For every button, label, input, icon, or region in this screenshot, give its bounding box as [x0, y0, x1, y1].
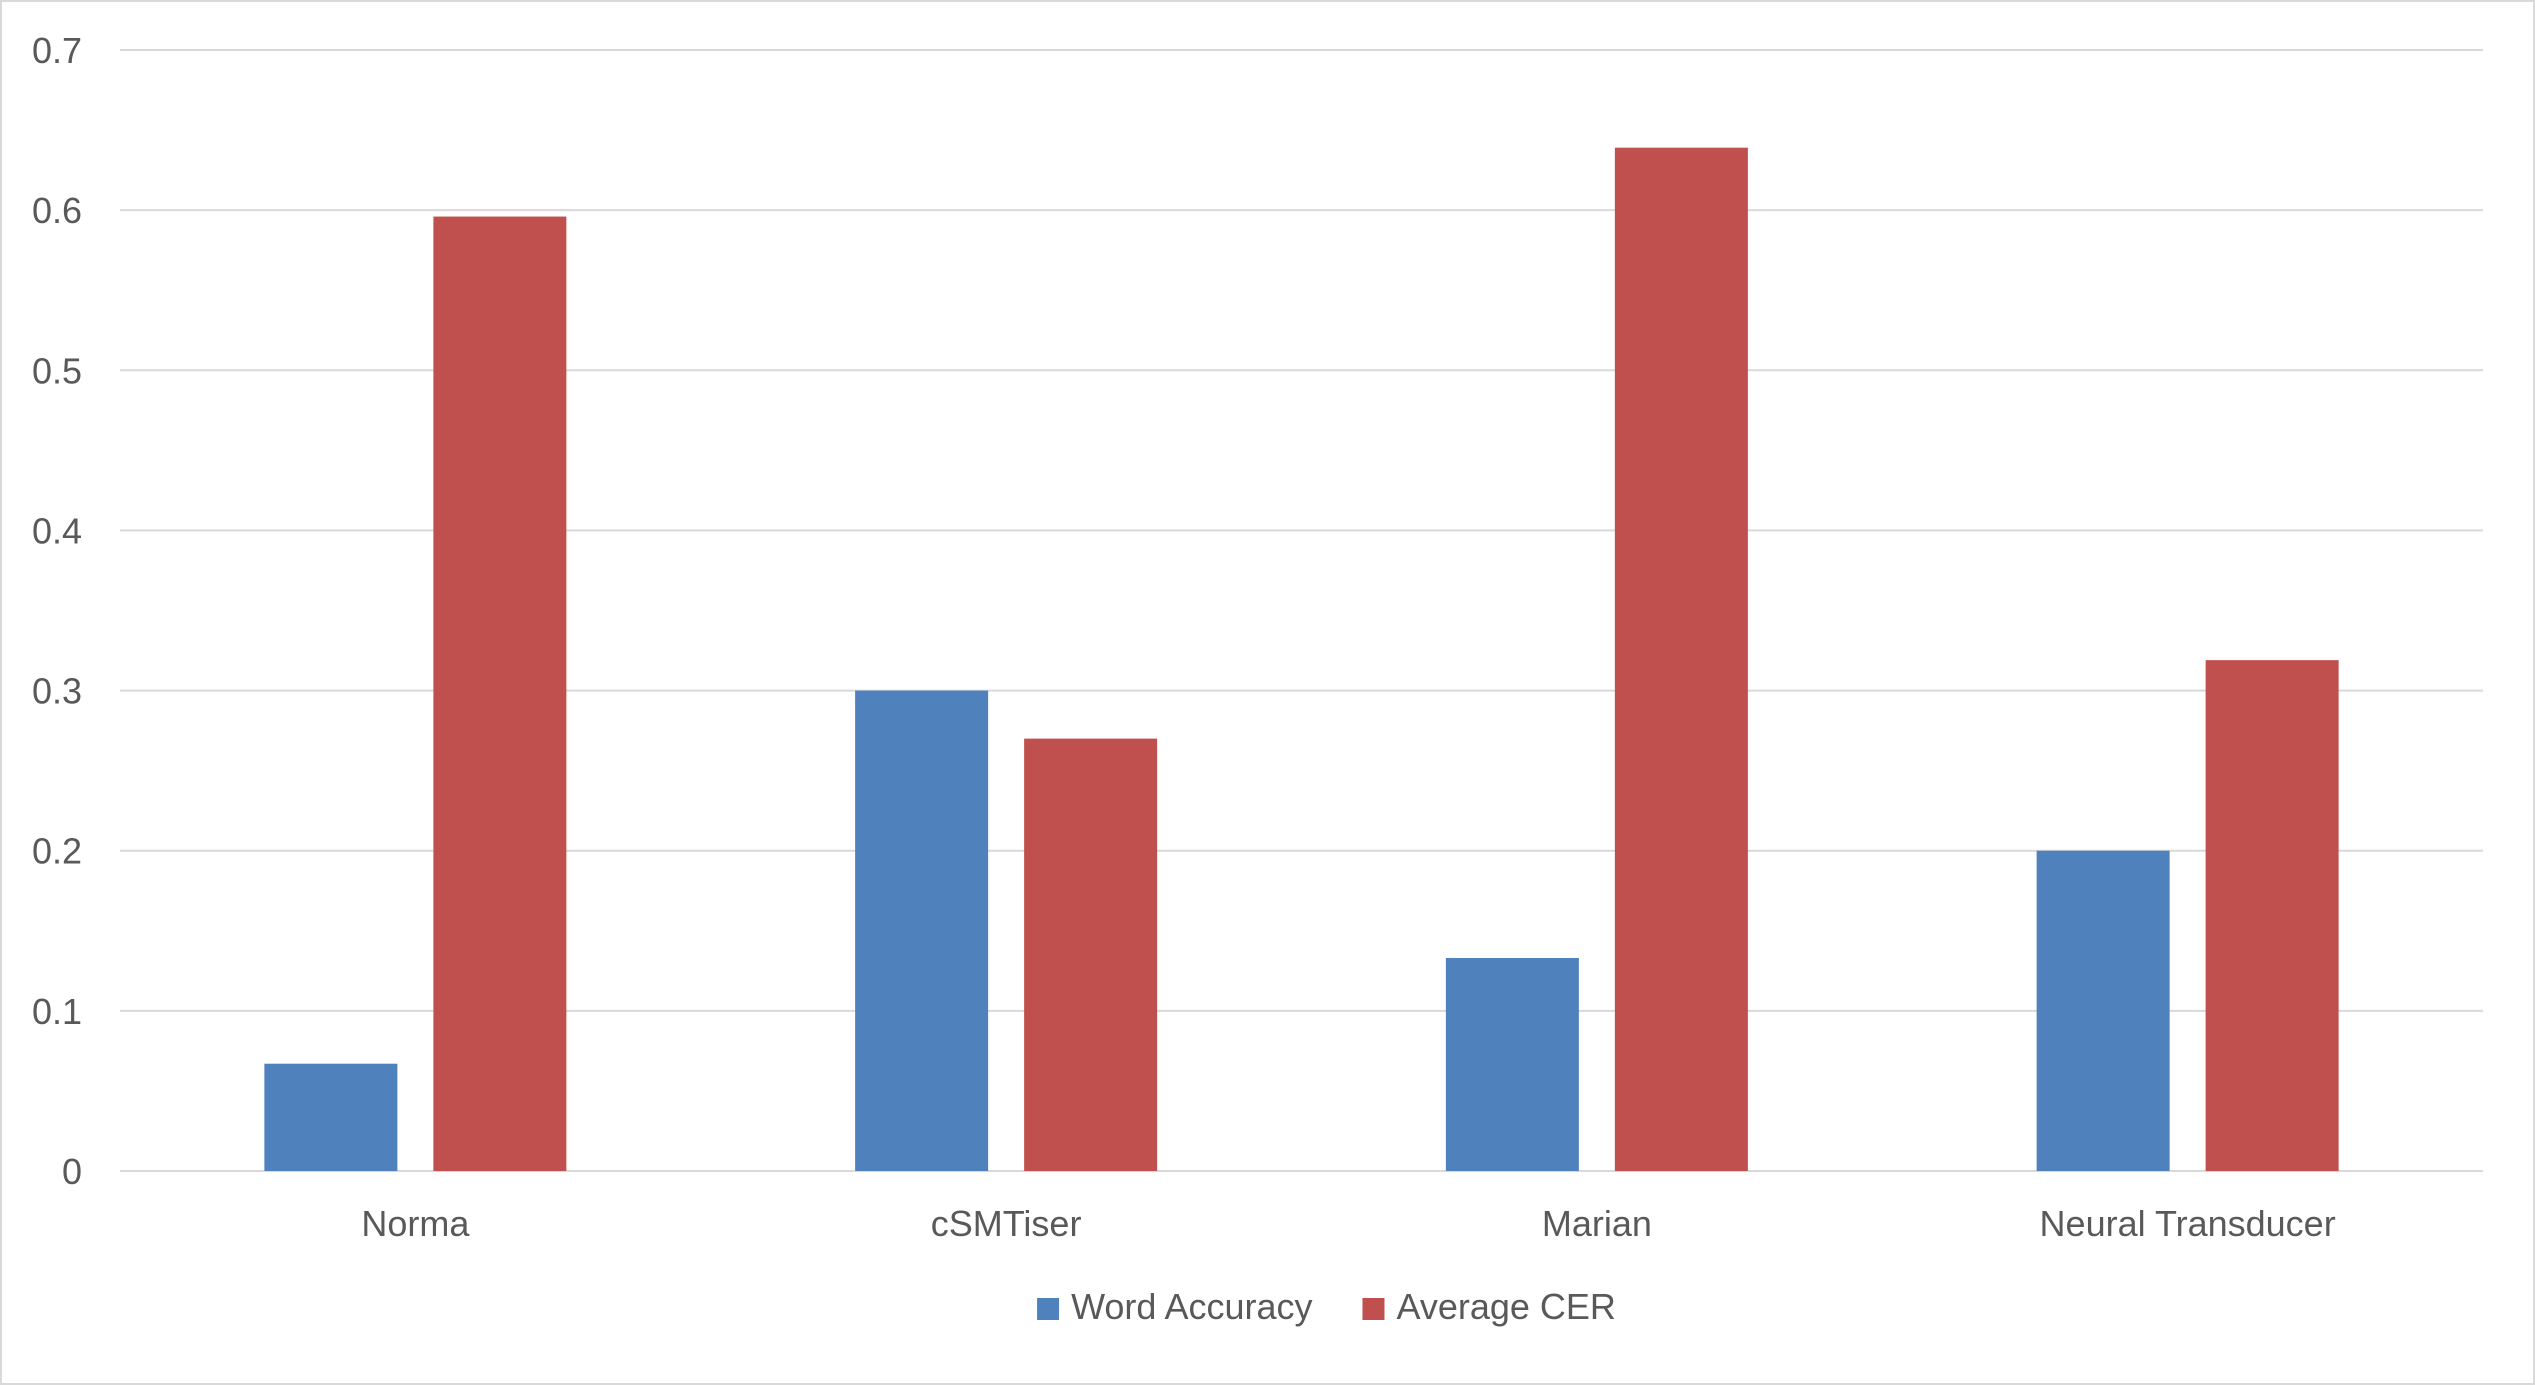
bar-word-accuracy-norma [264, 1063, 398, 1171]
legend-label: Average CER [1396, 1286, 1615, 1327]
y-axis: 0 0.1 0.2 0.3 0.4 0.5 0.6 0.7 [32, 30, 82, 1192]
legend: Word Accuracy Average CER [1037, 1286, 1616, 1327]
bar-word-accuracy-marian [1445, 958, 1579, 1171]
y-tick-label: 0.5 [32, 350, 82, 391]
legend-swatch [1362, 1298, 1385, 1320]
y-tick-label: 0.4 [32, 510, 82, 551]
bar-word-accuracy-csmtiser [855, 690, 989, 1171]
bar-word-accuracy-neural-transducer [2036, 850, 2170, 1171]
y-tick-label: 0 [62, 1151, 82, 1192]
x-category-label: Norma [361, 1203, 470, 1244]
x-category-label: cSMTiser [931, 1203, 1082, 1244]
bar-average-cer-marian [1614, 147, 1748, 1172]
y-tick-label: 0.7 [32, 30, 82, 71]
bars [264, 147, 2339, 1172]
bar-average-cer-neural-transducer [2205, 660, 2339, 1171]
bar-average-cer-norma [433, 216, 567, 1171]
x-axis: Norma cSMTiser Marian Neural Transducer [361, 1203, 2335, 1244]
legend-item-average-cer: Average CER [1362, 1286, 1616, 1327]
x-category-label: Neural Transducer [2040, 1203, 2336, 1244]
legend-swatch [1037, 1298, 1060, 1320]
y-tick-label: 0.6 [32, 190, 82, 231]
y-tick-label: 0.1 [32, 991, 82, 1032]
legend-label: Word Accuracy [1071, 1286, 1312, 1327]
y-tick-label: 0.3 [32, 671, 82, 712]
bar-average-cer-csmtiser [1024, 738, 1158, 1171]
y-tick-label: 0.2 [32, 831, 82, 872]
legend-item-word-accuracy: Word Accuracy [1037, 1286, 1312, 1327]
x-category-label: Marian [1542, 1203, 1652, 1244]
